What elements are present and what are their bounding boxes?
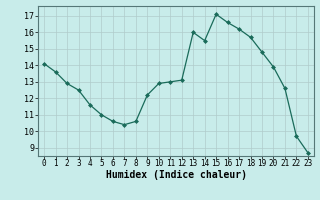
- X-axis label: Humidex (Indice chaleur): Humidex (Indice chaleur): [106, 170, 246, 180]
